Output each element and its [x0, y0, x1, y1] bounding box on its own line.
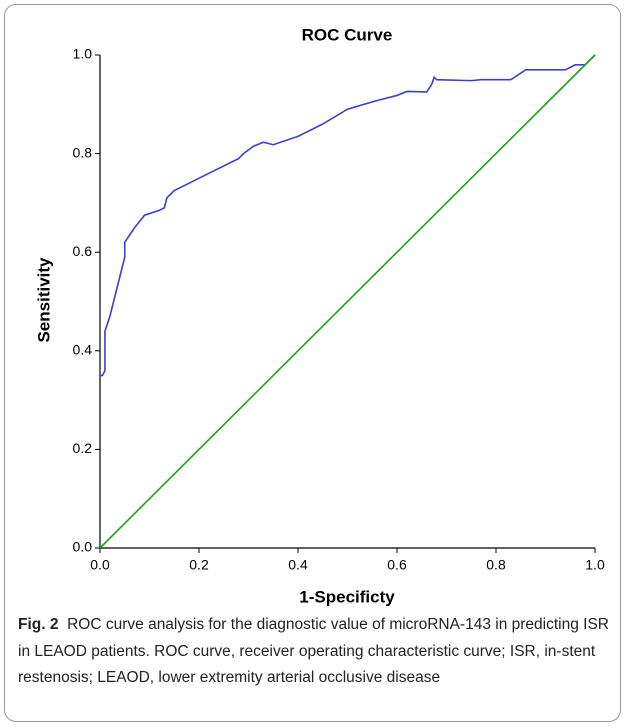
x-tick-label: 0.2: [189, 557, 209, 573]
chart-title: ROC Curve: [302, 25, 393, 44]
y-tick-label: 1.0: [73, 46, 93, 62]
y-tick-label: 0.2: [73, 440, 93, 456]
y-tick-label: 0.0: [73, 539, 93, 555]
x-tick-label: 0.4: [288, 557, 308, 573]
chart: ROC Curve 1-Specificty Sensitivity 0.0 0.…: [34, 25, 605, 606]
x-tick-label: 0.8: [486, 557, 506, 573]
figure-frame: [4, 4, 621, 722]
y-axis-label: Sensitivity: [34, 257, 53, 343]
line: [99, 54, 596, 549]
caption: Fig. 2 ROC curve analysis for the diagno…: [18, 612, 613, 692]
y-tick-label: 0.4: [73, 342, 93, 358]
x-tick-label: 1.0: [585, 557, 605, 573]
line: [100, 54, 596, 377]
x-tick-label: 0.0: [90, 557, 110, 573]
caption-text: ROC curve analysis for the diagnostic va…: [18, 616, 609, 686]
caption-label: Fig. 2: [18, 616, 59, 633]
x-tick-label: 0.6: [387, 557, 407, 573]
y-tick-label: 0.8: [73, 144, 93, 160]
x-axis-label: 1-Specificty: [299, 587, 395, 606]
y-tick-label: 0.6: [73, 243, 93, 259]
